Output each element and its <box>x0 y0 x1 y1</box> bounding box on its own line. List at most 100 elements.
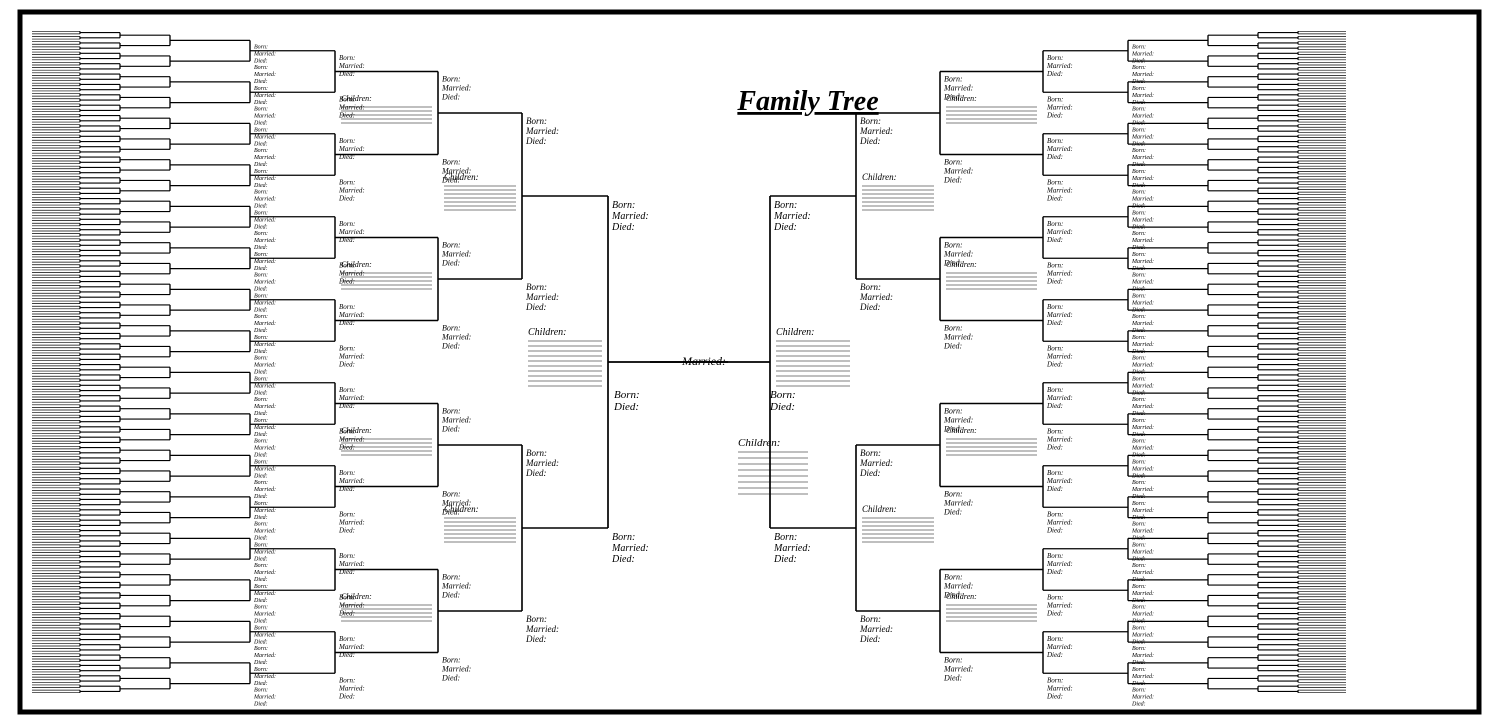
born-label: Born: <box>1132 210 1146 216</box>
died-label: Died: <box>525 302 547 312</box>
born-label: Born: <box>254 335 268 341</box>
died-label: Died: <box>1131 598 1146 604</box>
born-label: Born: <box>1047 469 1063 477</box>
married-label: Married: <box>1131 363 1154 369</box>
born-label: Born: <box>254 44 268 50</box>
married-label: Married: <box>1131 300 1154 306</box>
born-label: Born: <box>254 273 268 279</box>
died-label: Died: <box>1131 349 1146 355</box>
born-label: Born: <box>442 324 461 333</box>
died-label: Died: <box>253 183 268 189</box>
married-label: Married: <box>1131 529 1154 535</box>
died-label: Died: <box>1046 319 1063 327</box>
died-label: Died: <box>1131 473 1146 479</box>
died-label: Died: <box>1046 609 1063 617</box>
born-label: Born: <box>1047 261 1063 269</box>
married-label: Married: <box>253 197 276 203</box>
married-label: Married: <box>253 155 276 161</box>
died-label: Died: <box>1131 141 1146 147</box>
married-label: Married: <box>1046 477 1073 485</box>
born-label: Born: <box>1047 552 1063 560</box>
died-label: Died: <box>1131 453 1146 459</box>
born-label: Born: <box>1132 314 1146 320</box>
born-label: Born: <box>254 127 268 133</box>
married-label: Married: <box>253 404 276 410</box>
died-label: Died: <box>773 554 797 565</box>
married-label: Married: <box>253 695 276 701</box>
born-label: Born: <box>1132 522 1146 528</box>
died-label: Died: <box>253 204 268 210</box>
married-label: Married: <box>253 612 276 618</box>
died-label: Died: <box>1131 266 1146 272</box>
born-label: Born: <box>1132 86 1146 92</box>
married-label: Married: <box>1131 342 1154 348</box>
born-label: Born: <box>1132 148 1146 154</box>
children-label: Children: <box>946 426 977 435</box>
born-label: Born: <box>1132 646 1146 652</box>
married-label: Married: <box>1131 383 1154 389</box>
died-label: Died: <box>611 554 635 565</box>
born-label: Born: <box>254 418 268 424</box>
died-label: Died: <box>253 141 268 147</box>
married-label: Married: <box>253 51 276 57</box>
died-label: Died: <box>1131 619 1146 625</box>
born-label: Born: <box>254 397 268 403</box>
children-label: Children: <box>341 592 372 601</box>
died-label: Died: <box>253 494 268 500</box>
died-label: Died: <box>253 702 268 708</box>
died-label: Died: <box>253 660 268 666</box>
married-label: Married: <box>1131 674 1154 680</box>
married-label: Married: <box>1131 591 1154 597</box>
died-label: Died: <box>338 568 355 576</box>
died-label: Died: <box>441 93 461 102</box>
children-label: Children: <box>528 327 567 338</box>
died-label: Died: <box>1131 536 1146 542</box>
married-label: Married: <box>943 665 974 674</box>
died-label: Died: <box>338 360 355 368</box>
died-label: Died: <box>253 473 268 479</box>
born-label: Born: <box>1132 542 1146 548</box>
born-label: Born: <box>339 469 355 477</box>
married-label: Married: <box>859 292 893 302</box>
born-label: Born: <box>254 231 268 237</box>
died-label: Died: <box>253 245 268 251</box>
born-label: Born: <box>1047 178 1063 186</box>
born-label: Born: <box>1132 459 1146 465</box>
married-label: Married: <box>773 543 811 554</box>
married-label: Married: <box>253 508 276 514</box>
married-label: Married: <box>1131 51 1154 57</box>
born-label: Born: <box>612 532 635 543</box>
married-label: Married: <box>253 93 276 99</box>
died-label: Died: <box>253 681 268 687</box>
married-label: Married: <box>338 62 365 70</box>
born-label: Born: <box>526 116 547 126</box>
born-label: Born: <box>1132 584 1146 590</box>
born-label: Born: <box>442 158 461 167</box>
married-label: Married: <box>1046 228 1073 236</box>
married-label: Married: <box>1046 103 1073 111</box>
married-label: Married: <box>253 674 276 680</box>
married-label: Married: <box>338 228 365 236</box>
died-label: Died: <box>338 153 355 161</box>
children-label: Children: <box>776 327 815 338</box>
children-label: Children: <box>862 504 897 514</box>
born-label: Born: <box>1132 563 1146 569</box>
married-label: Married: <box>1046 518 1073 526</box>
died-label: Died: <box>769 401 795 413</box>
died-label: Died: <box>1131 162 1146 168</box>
children-label: Children: <box>946 592 977 601</box>
born-label: Born: <box>1047 220 1063 228</box>
born-label: Born: <box>1132 418 1146 424</box>
married-label: Married: <box>1131 217 1154 223</box>
born-label: Born: <box>1047 95 1063 103</box>
died-label: Died: <box>338 236 355 244</box>
married-label: Married: <box>525 458 559 468</box>
married-label: Married: <box>859 458 893 468</box>
died-label: Died: <box>943 508 963 517</box>
died-label: Died: <box>1131 224 1146 230</box>
married-label: Married: <box>1046 560 1073 568</box>
children-label: Children: <box>444 172 479 182</box>
born-label: Born: <box>339 635 355 643</box>
married-label: Married: <box>859 126 893 136</box>
born-label: Born: <box>944 656 963 665</box>
